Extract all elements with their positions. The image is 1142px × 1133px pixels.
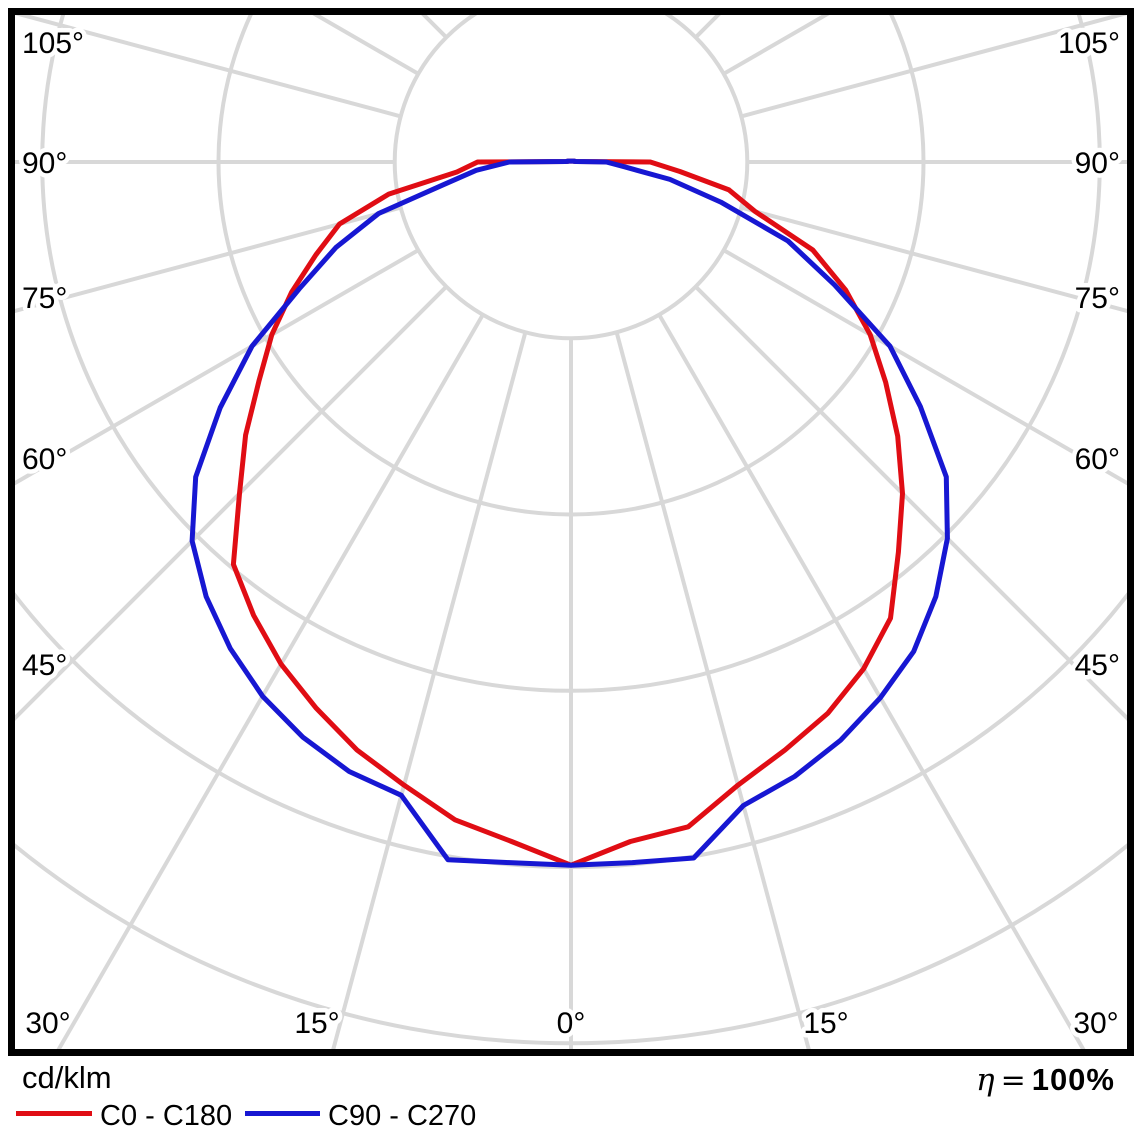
angle-label: 105° [22,27,84,60]
legend-swatch-c0-c180 [16,1111,92,1116]
eta-value: 100% [1031,1062,1115,1097]
angle-label: 15° [294,1007,339,1040]
angle-label: 90° [1075,147,1120,180]
angle-label: 75° [22,282,67,315]
angle-label: 60° [22,443,67,476]
angle-label: 90° [22,147,67,180]
eta-symbol: η [975,1062,995,1098]
angle-label: 45° [22,649,67,682]
angle-label: 45° [1075,649,1120,682]
efficiency-label: η = 100% [976,1062,1115,1098]
angle-label: 60° [1075,443,1120,476]
legend-label-c0-c180: C0 - C180 [100,1100,233,1132]
legend-label-c90-c270: C90 - C270 [328,1100,477,1132]
angle-label: 30° [25,1007,70,1040]
unit-label: cd/klm [22,1060,112,1095]
angle-label: 75° [1075,282,1120,315]
legend-swatch-c90-c270 [245,1111,320,1116]
angle-label: 30° [1073,1007,1118,1040]
eta-equals: = [1000,1063,1026,1098]
angle-label: 15° [803,1007,848,1040]
angle-label: 0° [557,1007,586,1040]
angle-label: 105° [1058,27,1120,60]
